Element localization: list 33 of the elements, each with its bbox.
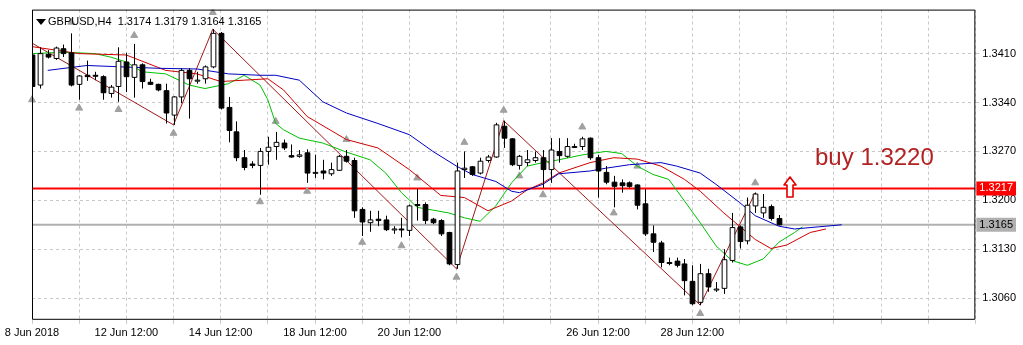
y-tick-label: 1.3060 (982, 291, 1017, 304)
point (256, 197, 264, 205)
point (460, 137, 469, 145)
y-tick-label: 1.3410 (982, 46, 1017, 59)
x-tick-label: 20 Jun 12:00 (377, 326, 442, 339)
annotation: buy 1.3220 (815, 143, 934, 171)
ref-line-label: 1.3165 (979, 217, 1014, 230)
x-tick-label: 12 Jun 12:00 (94, 326, 159, 339)
point (751, 178, 760, 186)
point (452, 272, 461, 280)
y-tick-label: 1.3340 (982, 95, 1017, 108)
ref-line-label: 1.3217 (979, 181, 1014, 194)
point (130, 30, 139, 38)
point (75, 103, 84, 111)
point (169, 128, 178, 136)
x-tick-label: 18 Jun 12:00 (283, 326, 347, 339)
x-tick-label: 26 Jun 12:00 (566, 326, 630, 339)
text: GBPUSD,H4 1.3174 1.3179 1.3164 1.3165 (48, 14, 262, 27)
point (578, 122, 587, 130)
point (114, 105, 123, 113)
point (303, 186, 312, 194)
y-tick-label: 1.3200 (982, 193, 1017, 206)
x-tick-label: 8 Jun 2018 (4, 326, 60, 339)
point (539, 190, 547, 198)
point (696, 309, 705, 317)
point (397, 241, 406, 249)
x-tick-label: 28 Jun 12:00 (660, 326, 725, 339)
y-tick-label: 1.3270 (982, 144, 1017, 157)
x-tick-label: 14 Jun 12:00 (188, 326, 253, 339)
point (499, 105, 508, 113)
point (609, 208, 618, 216)
y-tick-label: 1.3130 (982, 242, 1017, 255)
point (358, 237, 367, 245)
